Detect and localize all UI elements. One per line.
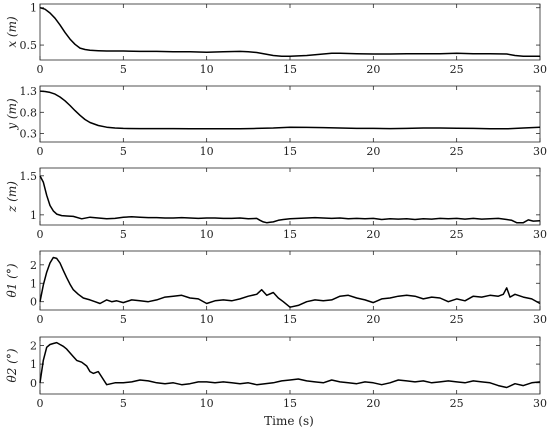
x-tick-label: 0	[37, 63, 44, 76]
x-tick-label: 30	[533, 313, 547, 326]
y-axis-title: z (m)	[5, 181, 19, 213]
y-tick-label: 0	[30, 377, 37, 390]
series-line	[39, 6, 540, 58]
series-line	[39, 175, 541, 224]
y-tick-label: 1.5	[20, 170, 38, 183]
panel-2: 0 5 10 15 20 25 30 0.3 0.8 1.3y (m)	[5, 85, 547, 158]
y-axis-title: θ1 (°)	[5, 263, 19, 297]
panel-1: 0 5 10 15 20 25 30 0.5 1 x (m)	[5, 2, 547, 76]
y-tick-label: 1.3	[20, 85, 38, 98]
x-tick-label: 20	[366, 397, 380, 410]
panel-3: 0 5 10 15 20 25 30 1 1.5z (m)	[5, 167, 547, 241]
axes-box	[39, 167, 541, 226]
x-tick-label: 5	[120, 63, 127, 76]
x-tick-label: 30	[533, 397, 547, 410]
y-tick-label: 1	[30, 2, 37, 15]
x-tick-label: 30	[533, 145, 547, 158]
x-tick-label: 25	[450, 228, 464, 241]
x-tick-label: 30	[533, 228, 547, 241]
x-tick-label: 10	[200, 145, 214, 158]
x-tick-label: 5	[120, 397, 127, 410]
y-axis-title: x (m)	[5, 16, 19, 48]
x-tick-label: 0	[37, 397, 44, 410]
x-tick-label: 15	[283, 228, 297, 241]
x-tick-label: 25	[450, 313, 464, 326]
x-axis-title: Time (s)	[264, 414, 314, 428]
x-tick-label: 5	[120, 145, 127, 158]
x-tick-label: 5	[120, 228, 127, 241]
x-tick-label: 0	[37, 313, 44, 326]
y-axis-title: θ2 (°)	[5, 348, 19, 382]
axes-box	[39, 85, 541, 143]
panel-4: 0 5 10 15 20 25 30 0 1 2 θ1 (°)	[5, 250, 547, 326]
y-tick-label: 1	[30, 209, 37, 222]
x-tick-label: 10	[200, 228, 214, 241]
series-line	[39, 256, 541, 308]
x-tick-label: 10	[200, 63, 214, 76]
x-tick-label: 25	[450, 145, 464, 158]
x-tick-label: 15	[283, 397, 297, 410]
y-axis-title: y (m)	[5, 98, 19, 131]
x-tick-label: 25	[450, 397, 464, 410]
x-tick-label: 20	[366, 63, 380, 76]
x-tick-label: 15	[283, 63, 297, 76]
series-line	[39, 341, 541, 389]
panel-5: 0 5 10 15 20 25 30 0 1 2 θ2 (°)	[5, 336, 547, 410]
y-tick-label: 0.8	[20, 106, 38, 119]
x-tick-label: 0	[37, 145, 44, 158]
x-tick-label: 0	[37, 228, 44, 241]
y-tick-label: 0.3	[20, 128, 38, 141]
y-tick-label: 2	[30, 259, 37, 272]
x-tick-label: 10	[200, 397, 214, 410]
y-tick-label: 1	[30, 358, 37, 371]
x-tick-label: 10	[200, 313, 214, 326]
x-tick-label: 25	[450, 63, 464, 76]
y-tick-label: 0	[30, 296, 37, 309]
x-tick-label: 20	[366, 228, 380, 241]
x-tick-label: 15	[283, 145, 297, 158]
y-tick-label: 1	[30, 277, 37, 290]
x-tick-label: 5	[120, 313, 127, 326]
y-tick-label: 2	[30, 339, 37, 352]
x-tick-label: 20	[366, 313, 380, 326]
axes-box	[39, 336, 541, 395]
x-tick-label: 15	[283, 313, 297, 326]
series-line	[39, 90, 541, 130]
x-tick-label: 20	[366, 145, 380, 158]
x-tick-label: 30	[533, 63, 547, 76]
y-tick-label: 0.5	[20, 39, 38, 52]
